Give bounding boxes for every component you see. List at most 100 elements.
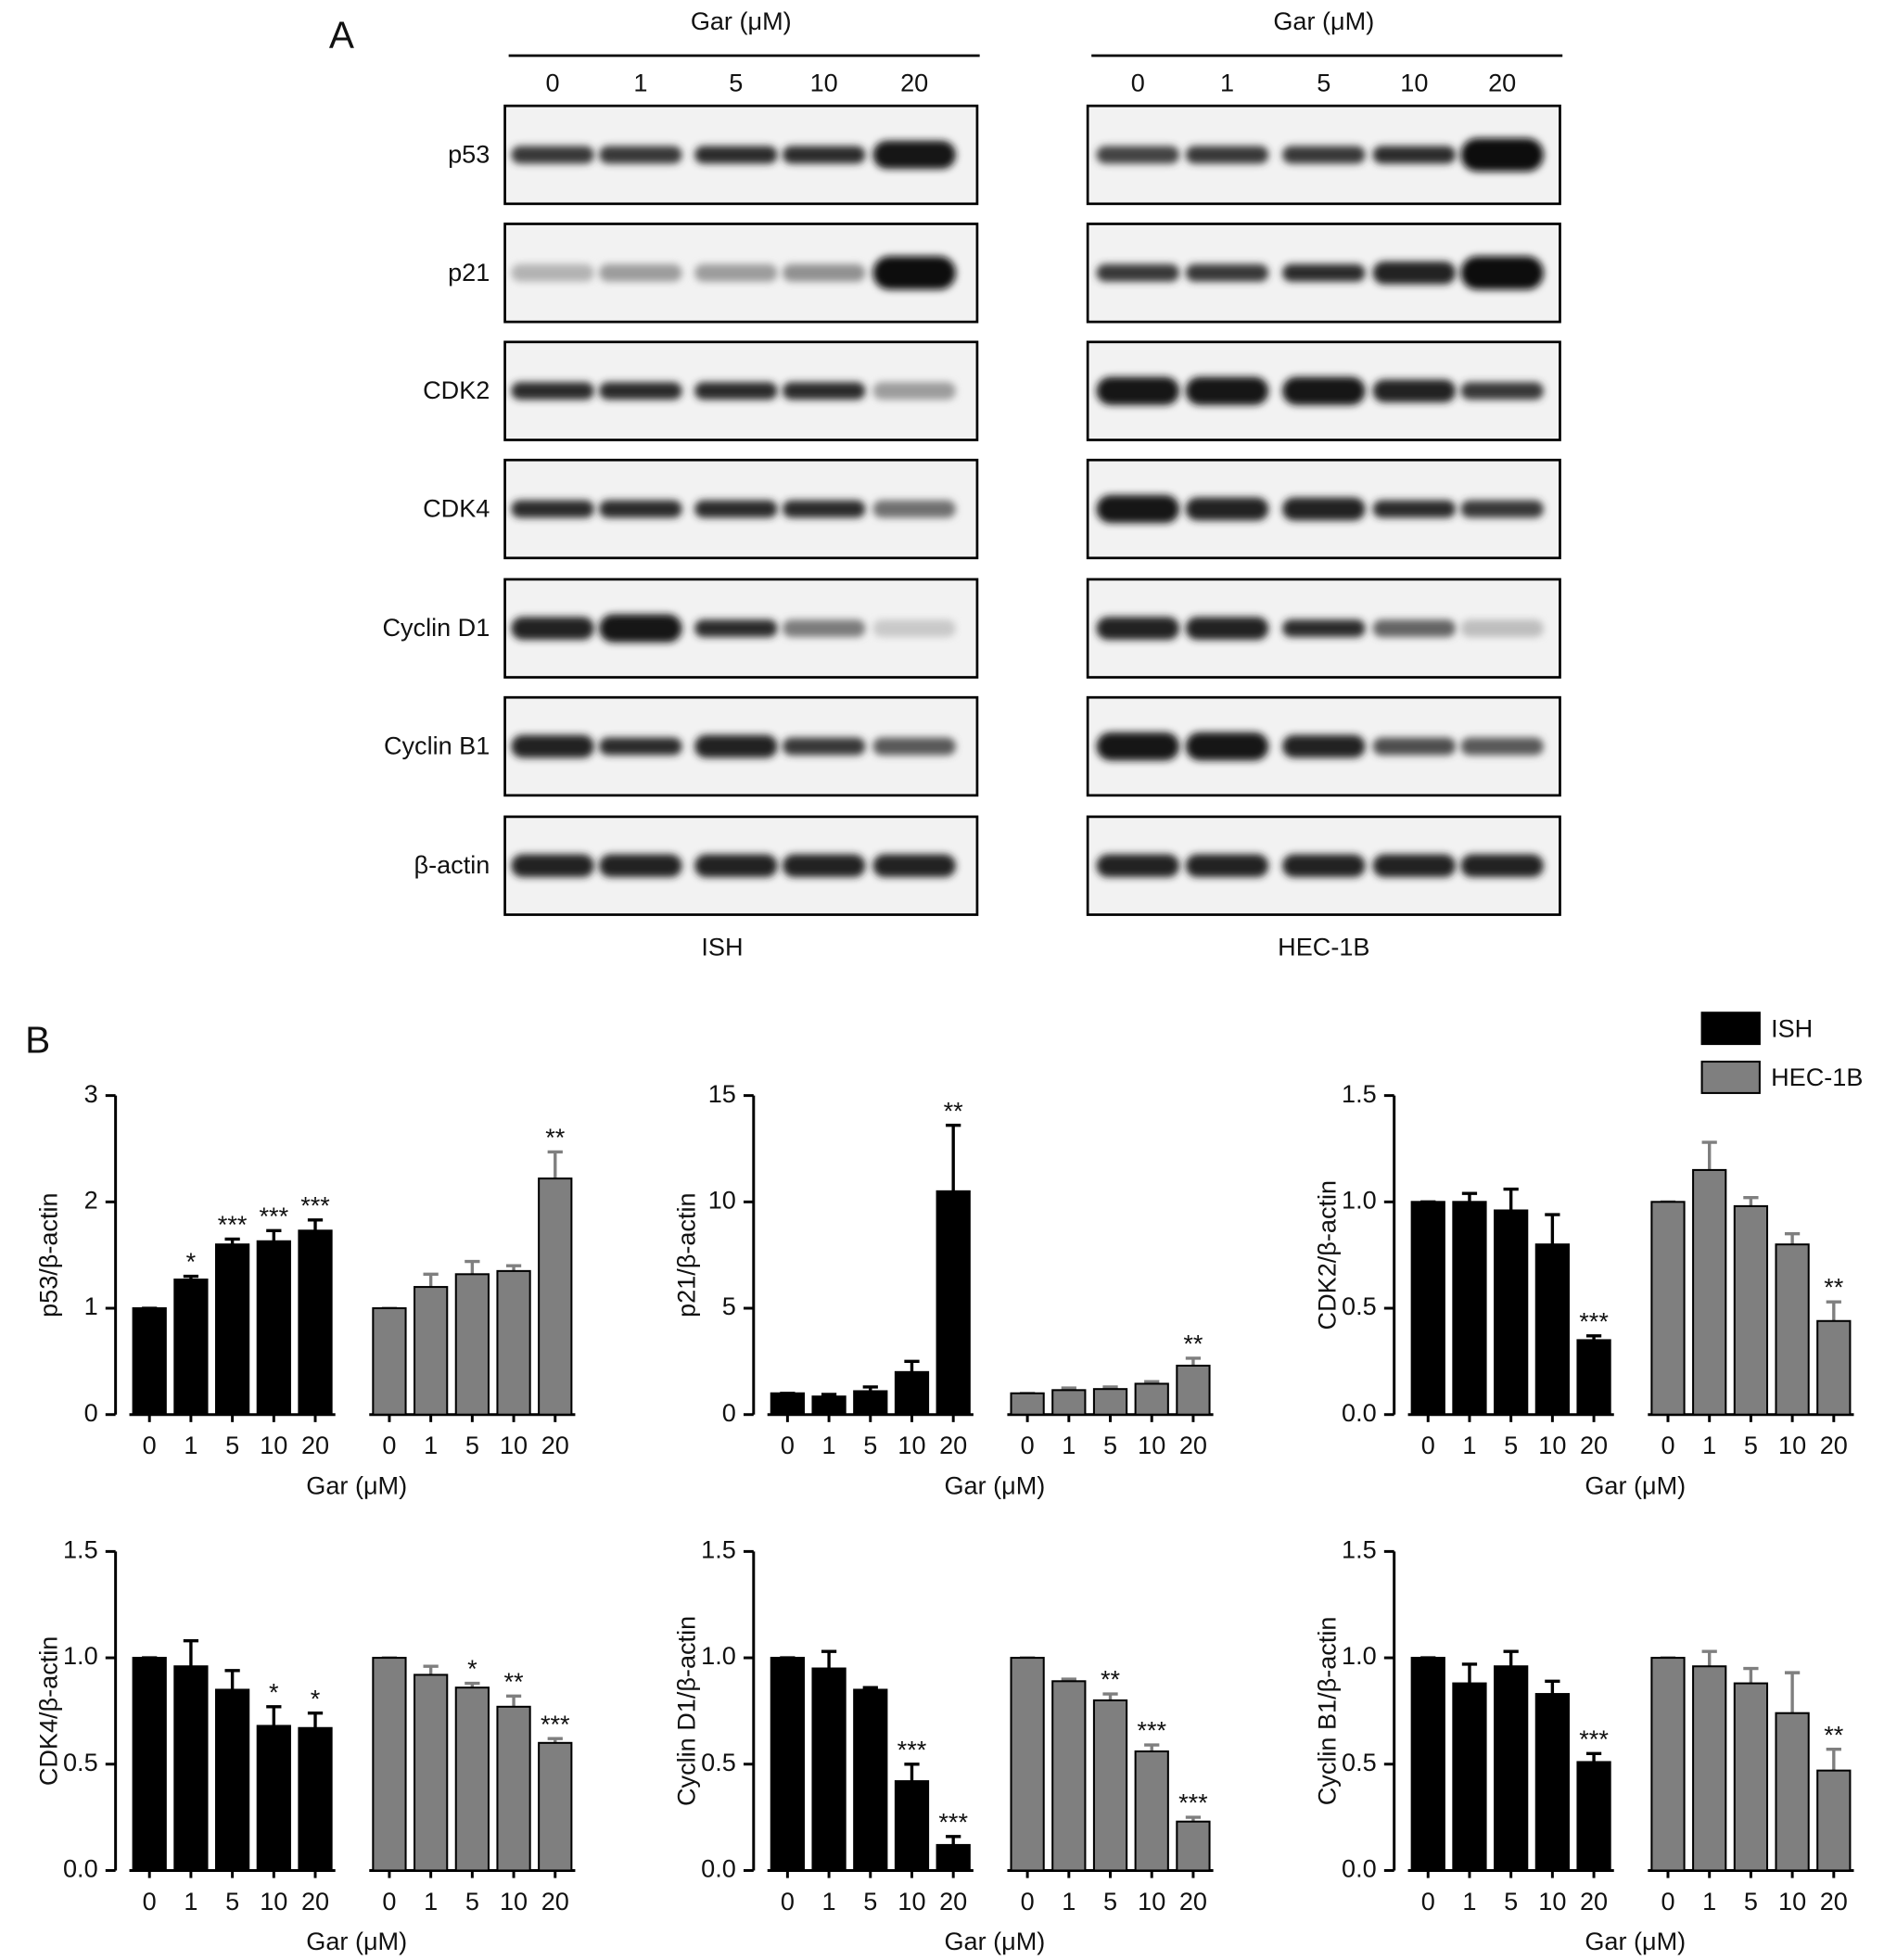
blot-band: [782, 619, 866, 638]
x-tick-label: 10: [260, 1431, 287, 1459]
blot-band: [1185, 617, 1269, 641]
y-tick-label: 1.5: [701, 1535, 736, 1564]
bar: [256, 1725, 291, 1872]
y-tick-label: 1.5: [63, 1535, 98, 1564]
protein-label: Cyclin B1: [384, 732, 490, 760]
x-tick-label: 1: [1062, 1431, 1076, 1459]
blot-band: [1282, 146, 1366, 164]
bar: [1051, 1680, 1087, 1872]
x-tick-label: 0: [781, 1887, 795, 1915]
x-tick-label: 5: [1103, 1887, 1117, 1915]
bar: [1010, 1392, 1045, 1416]
y-axis-label: Cyclin B1/β-actin: [1312, 1617, 1341, 1806]
blot-band: [782, 737, 866, 756]
bar: [936, 1190, 971, 1416]
blot-band: [694, 382, 778, 401]
bar: [1775, 1243, 1810, 1416]
bar: [1010, 1657, 1045, 1872]
y-tick-label: 0.0: [701, 1854, 736, 1883]
bar: [372, 1307, 407, 1416]
blot-band: [872, 140, 956, 170]
bar: [454, 1686, 490, 1872]
blot-band: [1460, 737, 1544, 756]
blot-band: [599, 146, 682, 164]
blot-band: [1460, 137, 1544, 172]
bar: [173, 1279, 209, 1416]
blot-band: [1460, 619, 1544, 638]
significance-label: ***: [218, 1210, 248, 1239]
x-tick-label: 0: [1421, 1431, 1435, 1459]
x-tick-label: 10: [1138, 1887, 1165, 1915]
blot-band: [694, 500, 778, 518]
bar: [1816, 1769, 1852, 1872]
x-tick-label: 20: [1820, 1431, 1848, 1459]
blot-band: [1096, 617, 1180, 641]
x-tick-label: 1: [822, 1887, 836, 1915]
x-tick-label: 20: [1179, 1887, 1207, 1915]
x-tick-label: 0: [382, 1431, 396, 1459]
y-tick-label: 1.0: [63, 1641, 98, 1670]
y-tick-label: 10: [708, 1185, 736, 1214]
x-tick-label: 10: [1538, 1887, 1566, 1915]
blot-band: [1460, 382, 1544, 401]
significance-label: ***: [938, 1807, 968, 1836]
x-tick-label: 10: [500, 1431, 528, 1459]
y-tick-label: 1.5: [1342, 1535, 1377, 1564]
blot-band: [872, 500, 956, 518]
y-tick-label: 3: [84, 1079, 98, 1108]
x-tick-label: 5: [225, 1887, 239, 1915]
y-axis-label: CDK4/β-actin: [33, 1636, 62, 1787]
blot-band: [1096, 494, 1180, 524]
blot-band: [872, 382, 956, 401]
bar: [1176, 1364, 1211, 1416]
x-tick-label: 20: [1580, 1887, 1608, 1915]
y-axis-label: CDK2/β-actin: [1312, 1180, 1341, 1330]
x-tick-label: 0: [1421, 1887, 1435, 1915]
x-tick-label: 5: [225, 1431, 239, 1459]
bar: [1410, 1657, 1445, 1872]
bar: [1733, 1682, 1769, 1872]
x-tick-label: 20: [1820, 1887, 1848, 1915]
blot-band: [1372, 737, 1457, 756]
bar: [214, 1688, 250, 1872]
x-tick-label: 0: [781, 1431, 795, 1459]
significance-label: *: [269, 1677, 279, 1706]
bar: [1534, 1693, 1570, 1872]
bar: [894, 1780, 930, 1872]
significance-label: ***: [897, 1735, 927, 1763]
legend-label: ISH: [1771, 1013, 1813, 1042]
significance-label: ***: [1579, 1725, 1609, 1753]
x-tick-label: 5: [465, 1887, 479, 1915]
blot-band: [1185, 854, 1269, 878]
x-tick-label: 10: [500, 1887, 528, 1915]
x-axis-label: Gar (μM): [306, 1470, 407, 1499]
bar: [132, 1307, 167, 1416]
protein-label: p53: [448, 139, 490, 168]
cell-line-label: HEC-1B: [1278, 932, 1369, 961]
bar: [1494, 1665, 1529, 1872]
blot-band: [599, 382, 682, 401]
bar: [132, 1657, 167, 1872]
legend-swatch: [1700, 1061, 1761, 1094]
blot-band: [782, 854, 866, 878]
lane-label: 10: [810, 68, 838, 96]
bar: [496, 1269, 531, 1416]
bar: [538, 1741, 573, 1872]
y-tick-label: 1: [84, 1292, 98, 1320]
y-axis-label: p53/β-actin: [33, 1192, 62, 1317]
bar: [936, 1843, 971, 1872]
significance-label: **: [1101, 1665, 1121, 1694]
y-tick-label: 1.0: [1342, 1185, 1377, 1214]
bar: [1494, 1209, 1529, 1416]
bar: [1092, 1388, 1128, 1416]
blot-band: [1460, 256, 1544, 290]
blot-band: [694, 263, 778, 282]
bar: [1092, 1699, 1128, 1872]
bar: [1692, 1168, 1727, 1416]
x-tick-label: 5: [1504, 1431, 1518, 1459]
lane-label: 5: [1317, 68, 1330, 96]
blot-band: [1372, 146, 1457, 164]
blot-header: Gar (μM): [691, 6, 792, 35]
protein-label: p21: [448, 258, 490, 286]
blot-band: [1372, 500, 1457, 518]
